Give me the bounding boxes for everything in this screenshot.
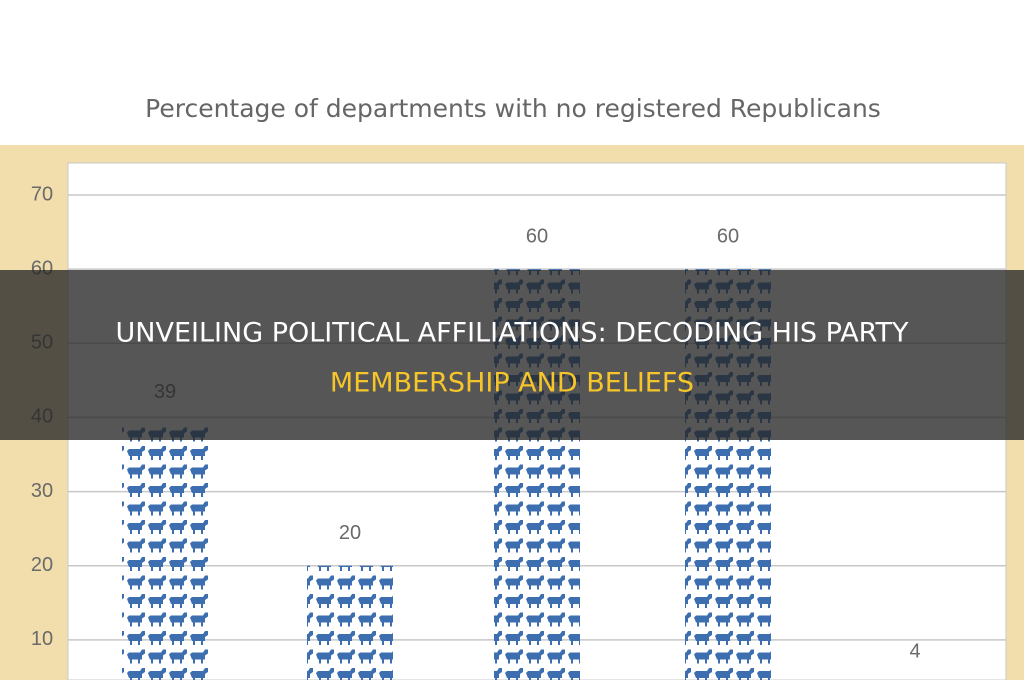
value-label: 60 [717, 225, 739, 247]
y-tick-label: 70 [31, 183, 53, 205]
banner-line1: Unveiling Political Affiliations: Decodi… [116, 318, 909, 349]
value-label: 60 [526, 225, 548, 247]
banner [0, 270, 1024, 440]
chart-title: Percentage of departments with no regist… [145, 94, 881, 123]
y-tick-label: 10 [31, 628, 53, 650]
y-tick-label: 20 [31, 554, 53, 576]
bar [122, 424, 208, 680]
value-label: 20 [339, 522, 361, 544]
y-tick-label: 30 [31, 480, 53, 502]
value-label: 4 [909, 641, 920, 663]
bar [307, 565, 393, 680]
banner-line2: Membership And Beliefs [330, 368, 694, 399]
